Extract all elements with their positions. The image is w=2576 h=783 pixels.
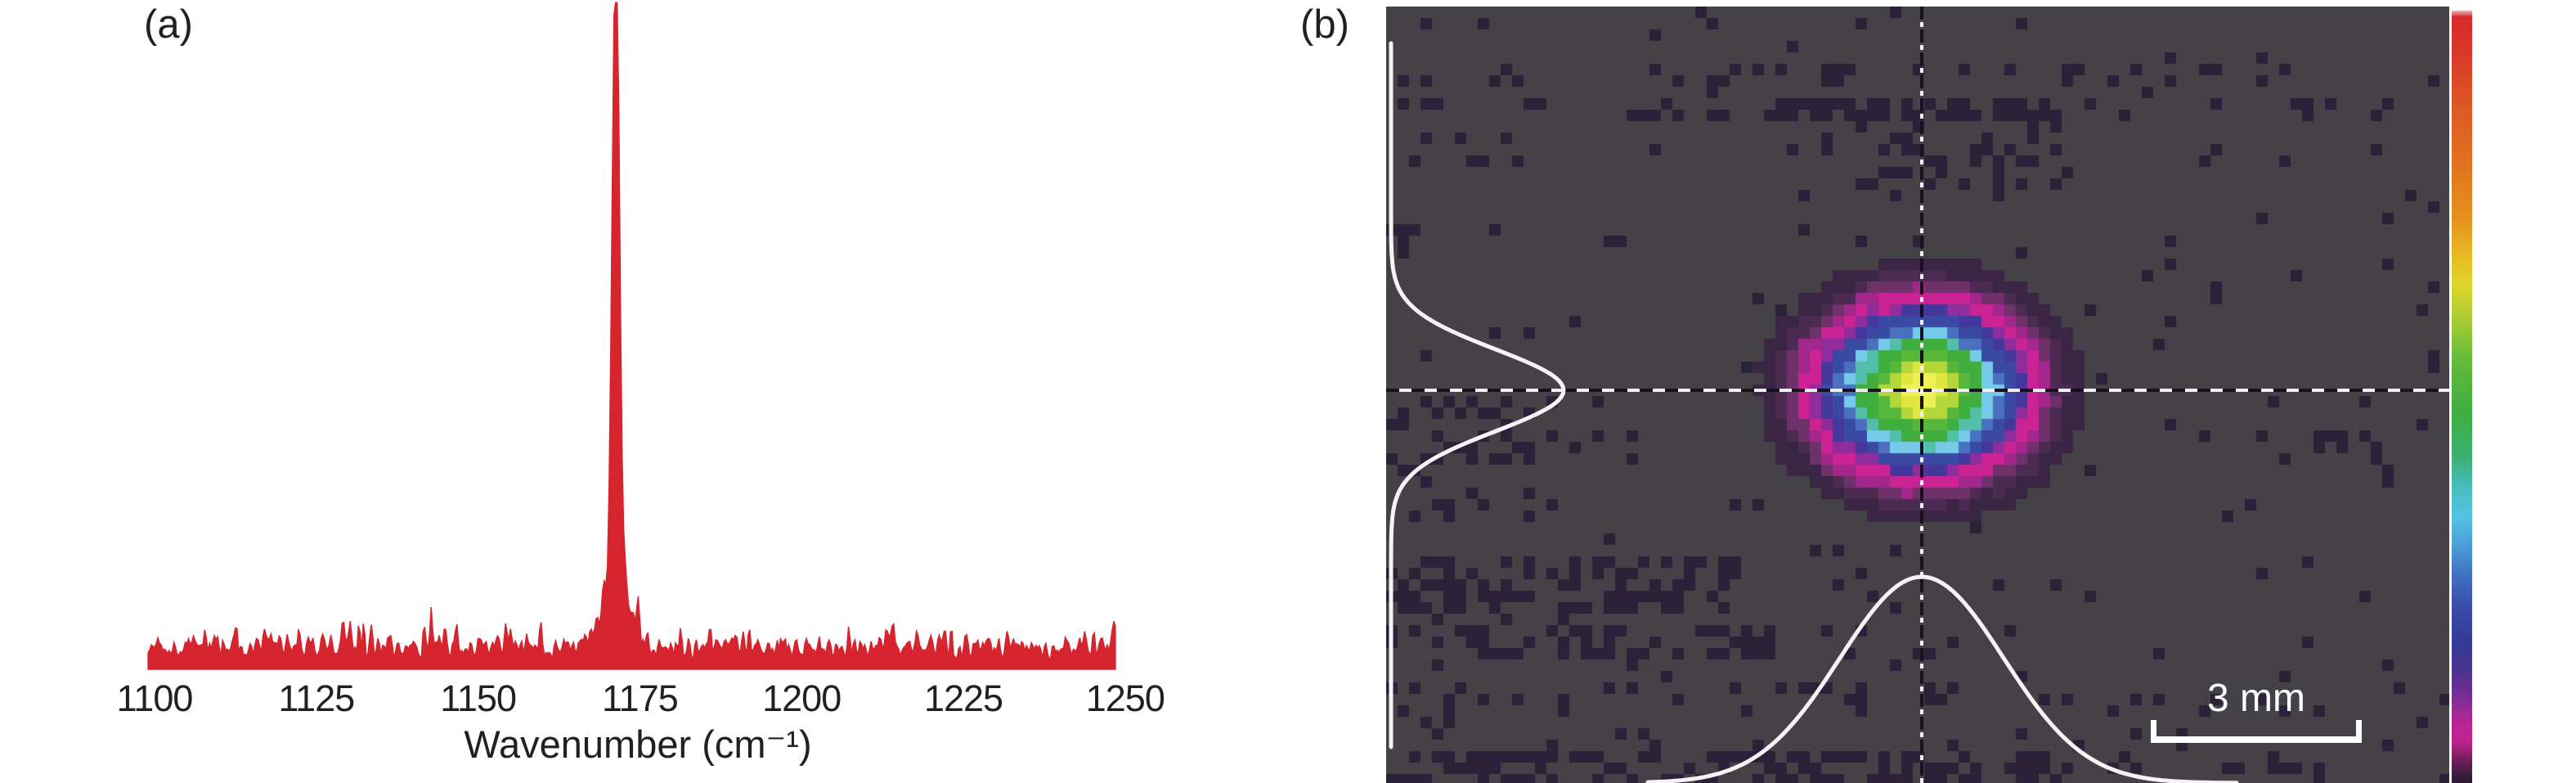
scale-bar-label: 3 mm <box>2207 677 2305 720</box>
beam-profile-image: 3 mm <box>1386 7 2449 783</box>
x-tick-label: 1125 <box>278 677 355 719</box>
beam-profile-overlay <box>1386 7 2449 783</box>
x-tick-label: 1225 <box>923 677 1003 719</box>
panel-b-label: (b) <box>1300 2 1349 47</box>
x-tick-label: 1150 <box>440 677 517 719</box>
intensity-colorbar <box>2452 11 2472 783</box>
spectrum-plot <box>147 2 1116 670</box>
x-tick-label: 1200 <box>762 677 841 719</box>
x-tick-label: 1175 <box>602 677 679 719</box>
x-tick-label: 1250 <box>1085 677 1165 719</box>
spectrum-trace <box>147 2 1116 670</box>
panel-a-label: (a) <box>144 2 193 47</box>
x-axis-title: Wavenumber (cm⁻¹) <box>464 722 812 766</box>
x-tick-label: 1100 <box>116 677 194 719</box>
scale-bar <box>2151 720 2362 743</box>
left-gaussian-profile-curve <box>1389 41 1566 749</box>
bottom-gaussian-profile-curve <box>1645 574 2239 783</box>
